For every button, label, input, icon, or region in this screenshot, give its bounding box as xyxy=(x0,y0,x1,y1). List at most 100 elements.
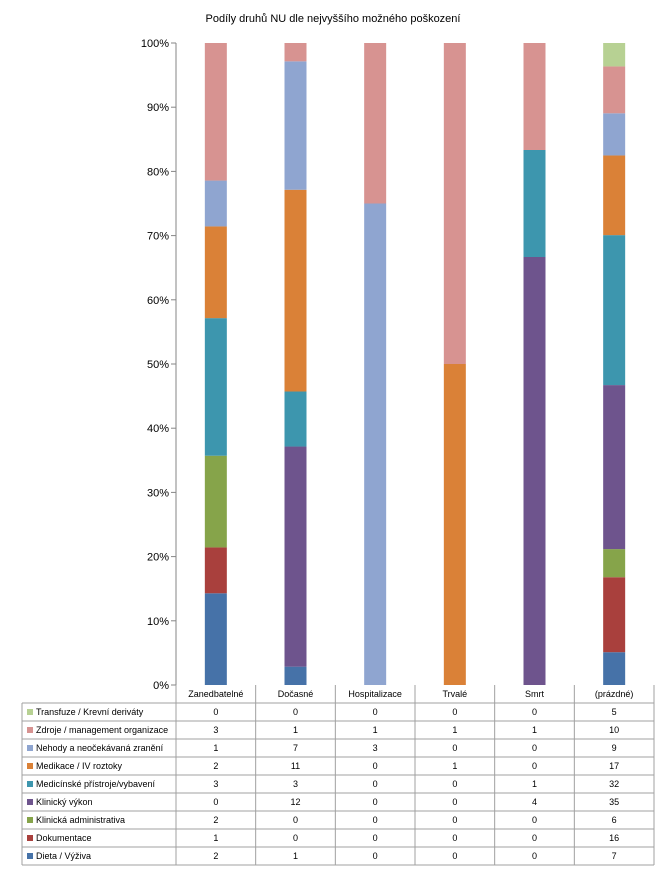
table-cell-value: 1 xyxy=(213,743,218,753)
bar-segment xyxy=(603,66,626,114)
legend-swatch xyxy=(27,853,33,859)
table-cell-value: 1 xyxy=(532,725,537,735)
bar-segment xyxy=(523,43,546,150)
data-table: Zanedbatelné Dočasné Hospitalizace Trvalé Sm… xyxy=(21,685,655,866)
table-cell-value: 3 xyxy=(373,743,378,753)
table-cell-value: 0 xyxy=(452,743,457,753)
table-cell-value: 17 xyxy=(609,761,619,771)
bar-segment xyxy=(443,364,466,685)
table-cell-value: 1 xyxy=(213,833,218,843)
y-tick-label: 90% xyxy=(147,102,169,114)
bar-segment xyxy=(204,318,227,456)
bar-segment xyxy=(364,43,387,204)
table-cell-value: 2 xyxy=(213,761,218,771)
bar-segment xyxy=(443,43,466,364)
x-category-label: Dočasné xyxy=(278,689,314,699)
chart-title: Podíly druhů NU dle nejvyššího možného p… xyxy=(206,13,461,25)
table-cell-value: 0 xyxy=(532,851,537,861)
bar-segment xyxy=(204,547,227,594)
y-tick-label: 40% xyxy=(147,423,169,435)
y-axis: 0% 10% 20% 30% 40% 50% 60% 70% 80% 90% 100% xyxy=(141,38,177,692)
table-cell-value: 7 xyxy=(293,743,298,753)
y-tick-label: 70% xyxy=(147,231,169,243)
bar-segment xyxy=(603,235,626,386)
table-cell-value: 32 xyxy=(609,779,619,789)
bar-segment xyxy=(364,203,387,685)
table-cell-value: 0 xyxy=(373,761,378,771)
table-cell-value: 0 xyxy=(452,779,457,789)
bar-segment xyxy=(603,652,626,685)
x-category-label: Hospitalizace xyxy=(348,689,402,699)
table-cell-value: 1 xyxy=(452,725,457,735)
bar-segment xyxy=(204,180,227,227)
y-tick-label: 60% xyxy=(147,295,169,307)
table-cell-value: 0 xyxy=(293,833,298,843)
bar-segment xyxy=(284,61,307,190)
series-name-label: Medicínské přístroje/vybavení xyxy=(36,779,156,789)
table-cell-value: 0 xyxy=(532,761,537,771)
table-cell-value: 10 xyxy=(609,725,619,735)
bar-segment xyxy=(204,226,227,319)
table-cell-value: 3 xyxy=(213,725,218,735)
table-cell-value: 0 xyxy=(373,815,378,825)
series-name-label: Klinická administrativa xyxy=(36,815,125,825)
table-cell-value: 1 xyxy=(293,851,298,861)
table-cell-value: 35 xyxy=(609,797,619,807)
series-name-label: Nehody a neočekávaná zranění xyxy=(36,743,164,753)
series-name-label: Transfuze / Krevní deriváty xyxy=(36,707,144,717)
x-category-label: Zanedbatelné xyxy=(188,689,243,699)
table-cell-value: 1 xyxy=(452,761,457,771)
table-cell-value: 2 xyxy=(213,851,218,861)
series-name-label: Zdroje / management organizace xyxy=(36,725,168,735)
table-cell-value: 0 xyxy=(213,797,218,807)
bar-segment xyxy=(284,391,307,447)
bar-segment xyxy=(603,549,626,578)
table-cell-value: 5 xyxy=(612,707,617,717)
legend-swatch xyxy=(27,727,33,733)
legend-swatch xyxy=(27,763,33,769)
table-cell-value: 0 xyxy=(373,707,378,717)
bar-segment xyxy=(603,43,626,67)
table-cell-value: 0 xyxy=(452,833,457,843)
bar-segment xyxy=(284,43,307,62)
table-cell-value: 6 xyxy=(612,815,617,825)
bar-segment xyxy=(603,113,626,156)
y-tick-label: 100% xyxy=(141,38,169,50)
bar-segment xyxy=(603,385,626,550)
table-cell-value: 1 xyxy=(293,725,298,735)
table-cell-value: 0 xyxy=(452,815,457,825)
legend-swatch xyxy=(27,799,33,805)
bar-segment xyxy=(603,155,626,236)
y-tick-label: 0% xyxy=(153,680,169,692)
table-cell-value: 3 xyxy=(293,779,298,789)
table-cell-value: 0 xyxy=(532,815,537,825)
table-cell-value: 0 xyxy=(373,797,378,807)
bar-segment xyxy=(284,666,307,685)
table-cell-value: 1 xyxy=(532,779,537,789)
table-cell-value: 11 xyxy=(291,761,300,771)
table-cell-value: 0 xyxy=(373,851,378,861)
legend-swatch xyxy=(27,709,33,715)
legend-swatch xyxy=(27,835,33,841)
table-cell-value: 7 xyxy=(612,851,617,861)
table-cell-value: 1 xyxy=(373,725,378,735)
table-cell-value: 4 xyxy=(532,797,537,807)
y-tick-label: 20% xyxy=(147,552,169,564)
y-tick-label: 30% xyxy=(147,487,169,499)
table-cell-value: 0 xyxy=(532,707,537,717)
legend-swatch xyxy=(27,745,33,751)
x-category-label: Smrt xyxy=(525,689,544,699)
bar-segment xyxy=(284,189,307,392)
bar-segment xyxy=(284,446,307,667)
table-cell-value: 0 xyxy=(373,833,378,843)
bar-segment xyxy=(204,455,227,548)
table-cell-value: 2 xyxy=(213,815,218,825)
table-cell-value: 0 xyxy=(532,833,537,843)
table-cell-value: 16 xyxy=(609,833,619,843)
bar-segment xyxy=(204,593,227,685)
y-tick-label: 50% xyxy=(147,359,169,371)
bar-segment xyxy=(523,150,546,257)
table-cell-value: 9 xyxy=(612,743,617,753)
